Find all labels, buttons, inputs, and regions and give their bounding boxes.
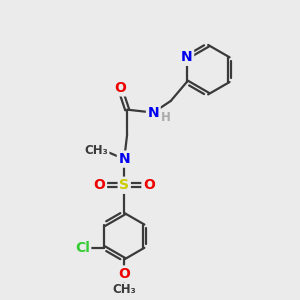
Text: O: O [114, 81, 126, 95]
Text: N: N [148, 106, 159, 120]
Text: CH₃: CH₃ [85, 144, 109, 157]
Text: H: H [160, 111, 170, 124]
Text: Cl: Cl [75, 241, 90, 255]
Text: S: S [119, 178, 129, 192]
Text: O: O [118, 267, 130, 281]
Text: O: O [94, 178, 105, 192]
Text: CH₃: CH₃ [112, 284, 136, 296]
Text: O: O [143, 178, 155, 192]
Text: N: N [118, 152, 130, 166]
Text: N: N [181, 50, 193, 64]
